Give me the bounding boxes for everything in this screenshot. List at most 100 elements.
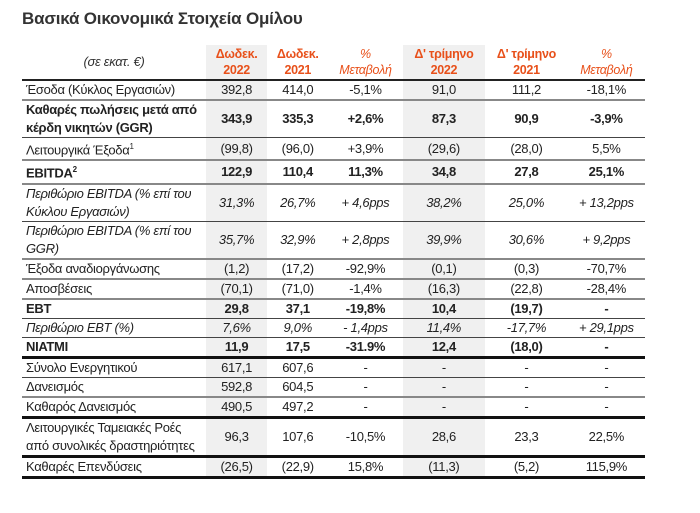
cell-value: 414,0 — [282, 82, 314, 97]
row-label-text: Λειτουργικές Ταμειακές Ροές από συνολικέ… — [26, 419, 195, 453]
cell-value: 5,5% — [592, 140, 621, 156]
footnote-marker: 1 — [129, 142, 134, 151]
cell-value: 111,2 — [511, 82, 541, 97]
cell-value: (17,2) — [281, 260, 314, 276]
cell-value: 25,1% — [588, 163, 625, 179]
cell-value: - — [524, 359, 529, 375]
table-row: Έσοδα (Κύκλος Εργασιών) 392,8 414,0 -5,1% 91… — [22, 80, 645, 100]
cell-value: 90,9 — [514, 111, 539, 126]
col-header-fy-change: % Μεταβολή — [339, 47, 392, 77]
row-label: Καθαρός Δανεισμός — [22, 397, 206, 418]
cell-value: 115,9% — [585, 458, 628, 474]
row-label-text: Καθαρός Δανεισμός — [26, 398, 136, 414]
row-label-text: EBITDA — [26, 165, 73, 181]
row-label-text: Λειτουργικά Έξοδα — [26, 142, 130, 158]
row-label-text: Περιθώριο EBT (%) — [26, 319, 134, 335]
cell-value: - — [524, 398, 529, 414]
cell-value: (0,3) — [513, 260, 540, 276]
cell-value: 15,8% — [347, 458, 384, 474]
cell-value: 617,1 — [221, 359, 253, 375]
cell-value: 107,6 — [282, 428, 314, 444]
row-label: Καθαρές πωλήσεις μετά από κέρδη νικητών … — [22, 100, 206, 138]
table-row: Καθαρές Επενδύσεις (26,5) (22,9) 15,8% (11,3… — [22, 456, 645, 478]
table-row: Λειτουργικές Ταμειακές Ροές από συνολικέ… — [22, 417, 645, 457]
cell-value: 29,8 — [224, 300, 249, 316]
row-label: EBT — [22, 299, 206, 319]
cell-value: (28,0) — [510, 140, 543, 156]
cell-value: 34,8 — [431, 163, 456, 179]
cell-value: 592,8 — [221, 378, 253, 394]
cell-value: 22,5% — [588, 428, 625, 444]
cell-value: 392,8 — [221, 82, 253, 97]
row-label: Λειτουργικές Ταμειακές Ροές από συνολικέ… — [22, 417, 206, 456]
cell-value: (1,2) — [223, 260, 250, 276]
cell-value: 10,4 — [431, 300, 456, 316]
row-label: Περιθώριο EBITDA (% επί του GGR) — [22, 221, 206, 259]
table-row: Σύνολο Ενεργητικού 617,1 607,6 - - - - — [22, 357, 645, 378]
row-label-text: Καθαρές πωλήσεις μετά από κέρδη νικητών … — [26, 102, 197, 135]
cell-value: - — [363, 378, 368, 394]
row-label: Έξοδα αναδιοργάνωσης — [22, 259, 206, 279]
row-label-text: Δανεισμός — [26, 378, 84, 394]
cell-value: -17,7% — [506, 319, 547, 335]
cell-value: (71,0) — [281, 280, 314, 296]
cell-value: 28,6 — [431, 428, 456, 444]
row-label-text: Έξοδα αναδιοργάνωσης — [26, 260, 160, 276]
cell-value: - — [363, 398, 368, 414]
cell-value: 490,5 — [221, 398, 253, 414]
page-title: Βασικά Οικονομικά Στοιχεία Ομίλου — [22, 9, 303, 28]
financial-table: (σε εκατ. €) Δωδεκ. 2022 Δωδεκ. 2021 % Μετα… — [22, 45, 645, 479]
cell-value: 39,9% — [426, 231, 462, 247]
cell-value: -31.9% — [345, 338, 386, 354]
cell-value: + 4,6pps — [341, 194, 390, 210]
cell-value: 31,3% — [218, 194, 255, 210]
cell-value: (22,8) — [510, 280, 543, 296]
row-label-text: Καθαρές Επενδύσεις — [26, 458, 142, 474]
cell-value: +2,6% — [347, 111, 384, 126]
cell-value: 27,8 — [514, 163, 539, 179]
table-row: Λειτουργικά Έξοδα1 (99,8) (96,0) +3,9% (29,6… — [22, 138, 645, 161]
cell-value: + 29,1pps — [578, 319, 634, 335]
cell-value: +3,9% — [347, 140, 384, 156]
cell-value: 30,6% — [508, 231, 545, 247]
cell-value: (18,0) — [510, 338, 543, 354]
cell-value: 23,3 — [514, 428, 539, 444]
cell-value: (99,8) — [220, 140, 253, 156]
cell-value: + 9,2pps — [582, 231, 631, 247]
cell-value: -19,8% — [345, 300, 386, 316]
table-row: Περιθώριο EBITDA (% επί του Κύκλου Εργασ… — [22, 184, 645, 222]
cell-value: -10,5% — [345, 428, 386, 444]
row-label: Σύνολο Ενεργητικού — [22, 357, 206, 377]
row-label: ΝΙΑΤΜΙ — [22, 337, 206, 357]
cell-value: (96,0) — [281, 140, 314, 156]
cell-value: (5,2) — [513, 458, 540, 474]
cell-value: 32,9% — [280, 231, 316, 247]
table-row: EBITDA2 122,9 110,4 11,3% 34,8 27,8 25,1% — [22, 160, 645, 184]
row-label: Αποσβέσεις — [22, 279, 206, 299]
cell-value: -3,9% — [590, 111, 623, 126]
table-row: Καθαρές πωλήσεις μετά από κέρδη νικητών … — [22, 100, 645, 138]
cell-value: - — [604, 378, 609, 394]
cell-value: (22,9) — [281, 458, 314, 474]
unit-label: (σε εκατ. €) — [83, 54, 145, 69]
table-row: Έξοδα αναδιοργάνωσης (1,2) (17,2) -92,9% (0,… — [22, 259, 645, 279]
cell-value: - — [363, 359, 368, 375]
cell-value: 35,7% — [218, 231, 255, 247]
row-label: Περιθώριο EBITDA (% επί του Κύκλου Εργασ… — [22, 184, 206, 222]
cell-value: - — [441, 359, 446, 375]
cell-value: - — [604, 398, 609, 414]
cell-value: (0,1) — [431, 260, 457, 276]
cell-value: - — [441, 378, 446, 394]
row-label-text: Αποσβέσεις — [26, 280, 92, 296]
cell-value: (26,5) — [220, 458, 253, 474]
cell-value: 122,9 — [221, 163, 253, 179]
cell-value: 91,0 — [431, 82, 456, 97]
row-label: Λειτουργικά Έξοδα1 — [22, 138, 206, 161]
cell-value: 87,3 — [431, 111, 456, 126]
cell-value: 17,5 — [285, 338, 310, 354]
cell-value: 110,4 — [282, 163, 314, 179]
table-row: Καθαρός Δανεισμός 490,5 497,2 - - - - — [22, 397, 645, 418]
row-label: Καθαρές Επενδύσεις — [22, 456, 206, 477]
cell-value: 12,4 — [431, 338, 456, 354]
cell-value: (70,1) — [220, 280, 253, 296]
